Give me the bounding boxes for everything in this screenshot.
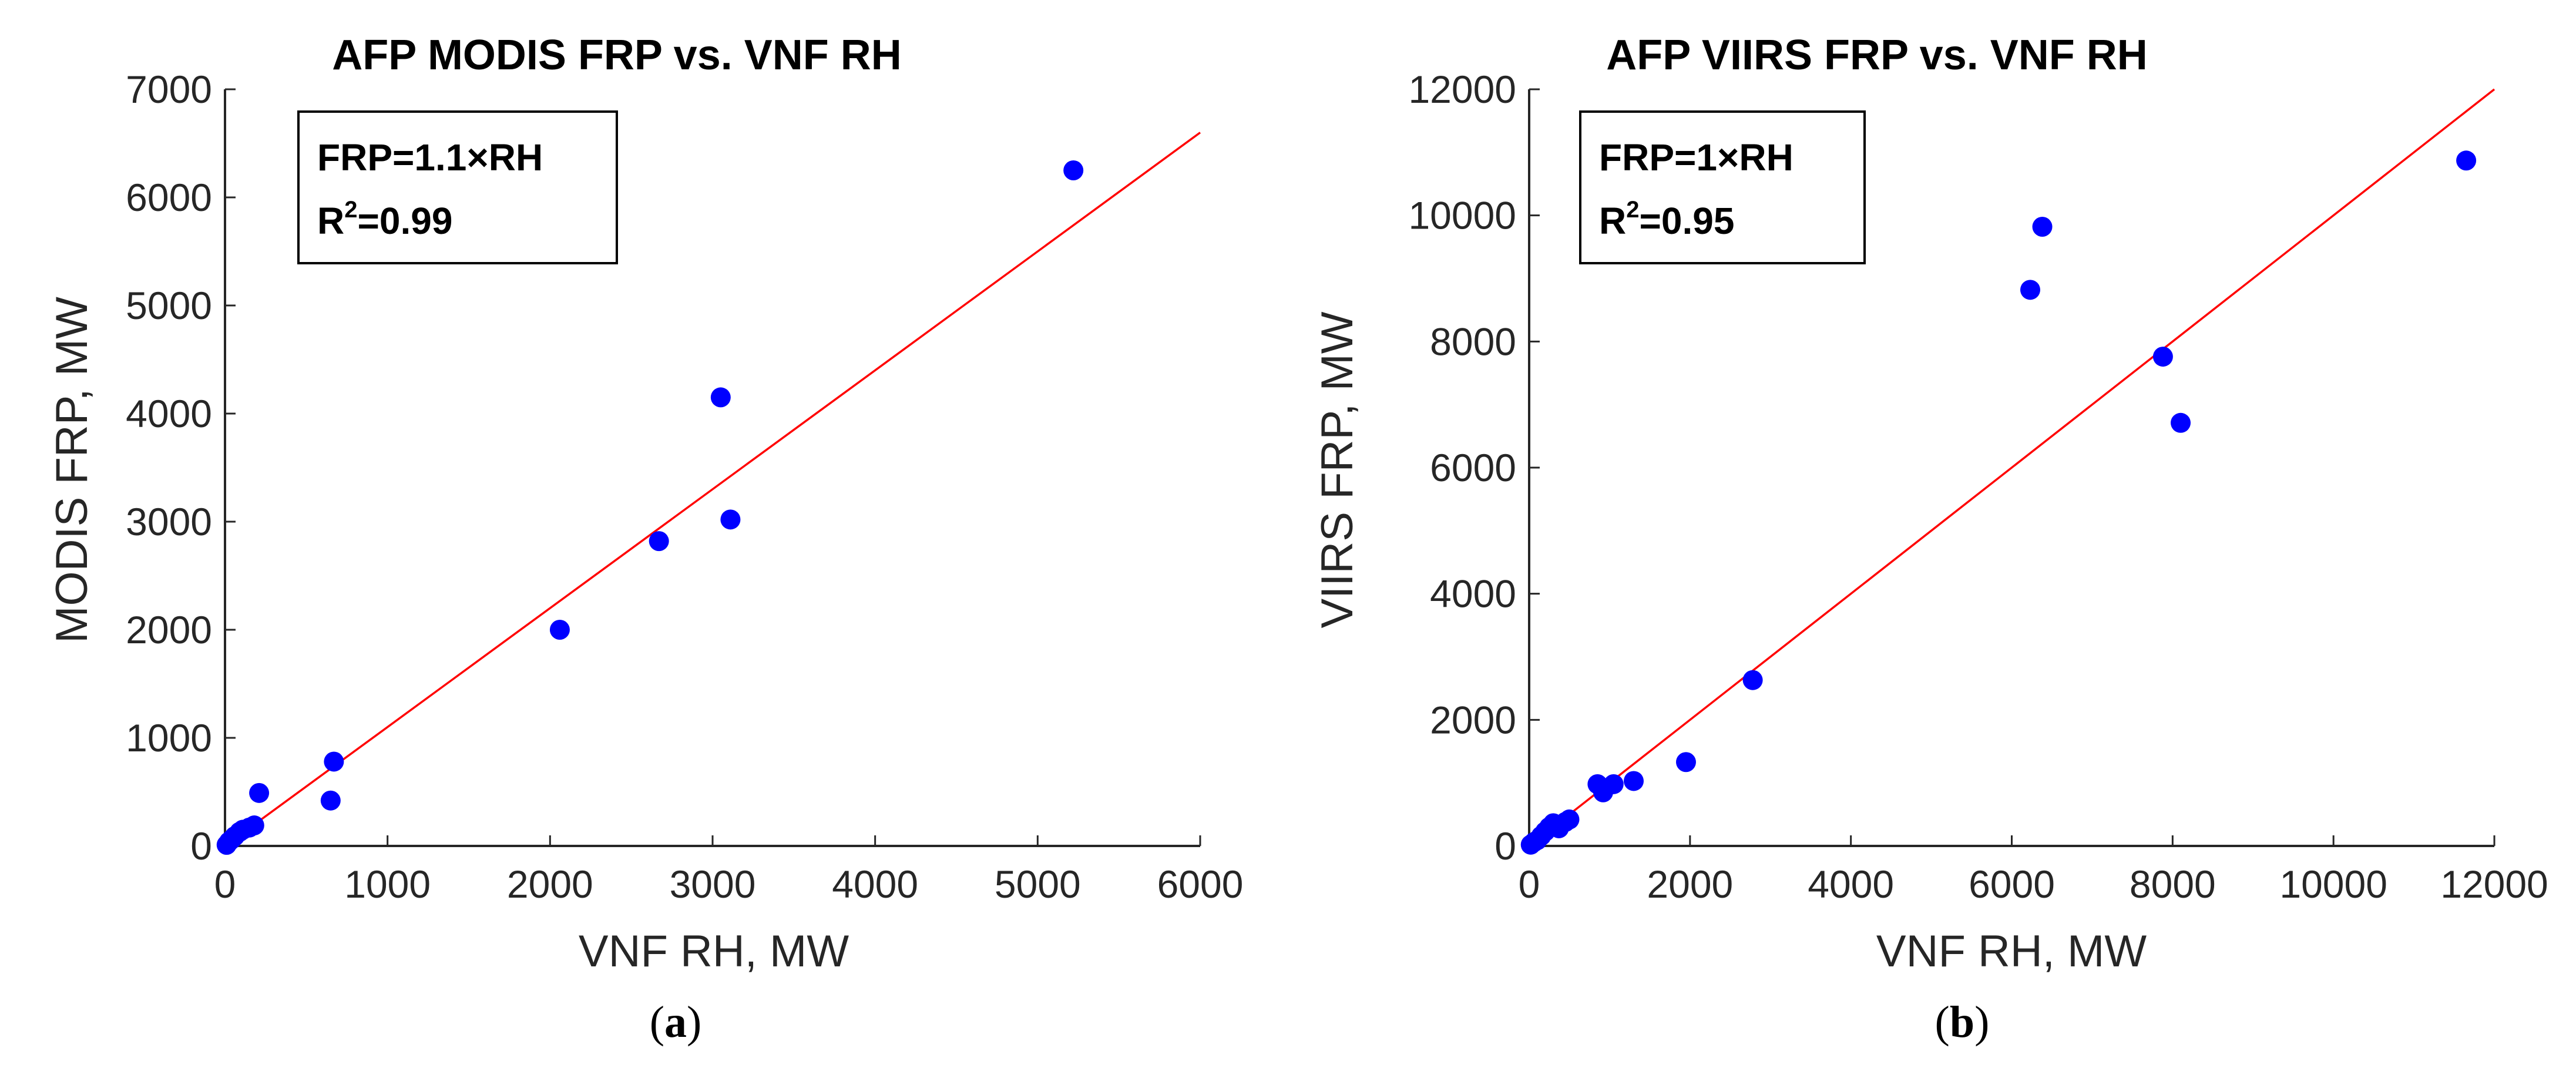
chart-b-data-point (1623, 771, 1644, 791)
chart-b-title: AFP VIIRS FRP vs. VNF RH (1606, 32, 2148, 79)
chart-b-xtick-label: 8000 (2130, 862, 2216, 906)
chart-b: AFP VIIRS FRP vs. VNF RH 0 2000 4000 6000 80… (1312, 32, 2548, 1047)
chart-a-data-point (549, 620, 570, 640)
chart-b-ytick-label: 6000 (1430, 446, 1516, 489)
chart-b-r2-value: =0.95 (1639, 200, 1734, 242)
chart-b-r-squared: R2=0.95 (1599, 197, 1734, 242)
chart-a-data-point (1063, 160, 1084, 180)
chart-a-xtick-label: 5000 (995, 862, 1081, 906)
chart-a-data-point (249, 782, 270, 803)
panel-b-letter: b (1950, 998, 1974, 1047)
chart-a-data-point (710, 387, 731, 408)
panel-a-letter: a (664, 998, 687, 1047)
chart-b-r2-base: R (1599, 200, 1626, 242)
chart-b-xtick-label: 6000 (1969, 862, 2055, 906)
chart-a-equation: FRP=1.1×RH (317, 136, 543, 179)
panel-a-open-paren: ( (650, 998, 664, 1047)
chart-b-xtick-label: 4000 (1808, 862, 1894, 906)
chart-a-ytick-label: 3000 (126, 500, 212, 543)
chart-a-ytick-label: 4000 (126, 392, 212, 435)
chart-b-ytick-label: 0 (1494, 824, 1516, 868)
chart-b-xtick-label: 2000 (1647, 862, 1733, 906)
chart-a-xtick-label: 4000 (832, 862, 918, 906)
chart-a-xtick-label: 6000 (1157, 862, 1244, 906)
chart-a-xtick-label: 0 (214, 862, 236, 906)
chart-b-ytick-label: 8000 (1430, 320, 1516, 363)
chart-b-xtick-label: 12000 (2440, 862, 2548, 906)
chart-a-data-point (324, 751, 344, 772)
chart-b-data-point (1559, 809, 1580, 829)
chart-a-xtick-label: 2000 (507, 862, 593, 906)
chart-a-panel-caption: (a) (650, 998, 702, 1047)
chart-a-data-point (649, 531, 669, 552)
chart-b-data-point (1742, 670, 1763, 690)
chart-b-data-point (1675, 752, 1696, 773)
chart-a-ytick-label: 7000 (126, 68, 212, 111)
chart-b-annotation-box: FRP=1×RH R2=0.95 (1579, 110, 1866, 264)
chart-a-r2-sup: 2 (344, 197, 357, 223)
chart-a-r2-value: =0.99 (357, 200, 452, 242)
chart-b-r2-sup: 2 (1626, 197, 1639, 223)
chart-a: AFP MODIS FRP vs. VNF RH 0 1000 2000 3000 40… (47, 32, 1243, 1047)
chart-a-xlabel: VNF RH, MW (579, 926, 849, 976)
chart-a-r2-base: R (317, 200, 344, 242)
chart-b-ytick-label: 4000 (1430, 572, 1516, 616)
chart-a-ytick-label: 1000 (126, 716, 212, 760)
chart-b-xtick-label: 0 (1519, 862, 1540, 906)
chart-b-data-point (2032, 216, 2053, 237)
chart-a-r-squared: R2=0.99 (317, 197, 452, 242)
chart-b-data-point (2456, 150, 2477, 171)
chart-b-ytick-label: 2000 (1430, 698, 1516, 741)
chart-a-fit-line (224, 132, 1201, 847)
chart-a-annotation-box: FRP=1.1×RH R2=0.99 (297, 110, 618, 264)
chart-b-plot-area: 0 2000 4000 6000 8000 10000 12000 0 2000 4000 6000… (1408, 68, 2548, 906)
chart-b-data-point (2152, 347, 2173, 367)
panel-b-open-paren: ( (1935, 998, 1950, 1047)
chart-b-panel-caption: (b) (1935, 998, 1990, 1047)
panel-b-close-paren: ) (1974, 998, 1989, 1047)
chart-b-ytick-label: 12000 (1408, 68, 1516, 111)
chart-a-plot-area: 0 1000 2000 3000 4000 5000 6000 0 1000 2000 3000 40… (126, 68, 1243, 906)
chart-a-ytick-label: 0 (190, 824, 212, 868)
panel-a-close-paren: ) (687, 998, 701, 1047)
chart-b-xtick-label: 10000 (2279, 862, 2387, 906)
chart-a-ylabel: MODIS FRP, MW (47, 297, 97, 643)
chart-b-ytick-label: 10000 (1408, 194, 1516, 237)
chart-a-xtick-label: 1000 (344, 862, 431, 906)
chart-a-data-point (320, 790, 341, 811)
chart-a-title: AFP MODIS FRP vs. VNF RH (332, 32, 902, 79)
chart-b-data-point (1603, 774, 1624, 794)
chart-a-data-point (720, 509, 741, 530)
chart-a-ytick-label: 5000 (126, 284, 212, 327)
chart-a-ytick-label: 6000 (126, 176, 212, 219)
chart-b-data-point (2171, 412, 2191, 433)
chart-b-data-point (2020, 280, 2040, 300)
chart-a-ytick-label: 2000 (126, 608, 212, 651)
chart-b-xlabel: VNF RH, MW (1876, 926, 2147, 976)
chart-b-fit-line (1528, 88, 2496, 847)
chart-a-xtick-label: 3000 (670, 862, 756, 906)
chart-a-data-point (244, 815, 264, 836)
chart-b-ylabel: VIIRS FRP, MW (1312, 311, 1362, 628)
chart-b-equation: FRP=1×RH (1599, 136, 1794, 179)
